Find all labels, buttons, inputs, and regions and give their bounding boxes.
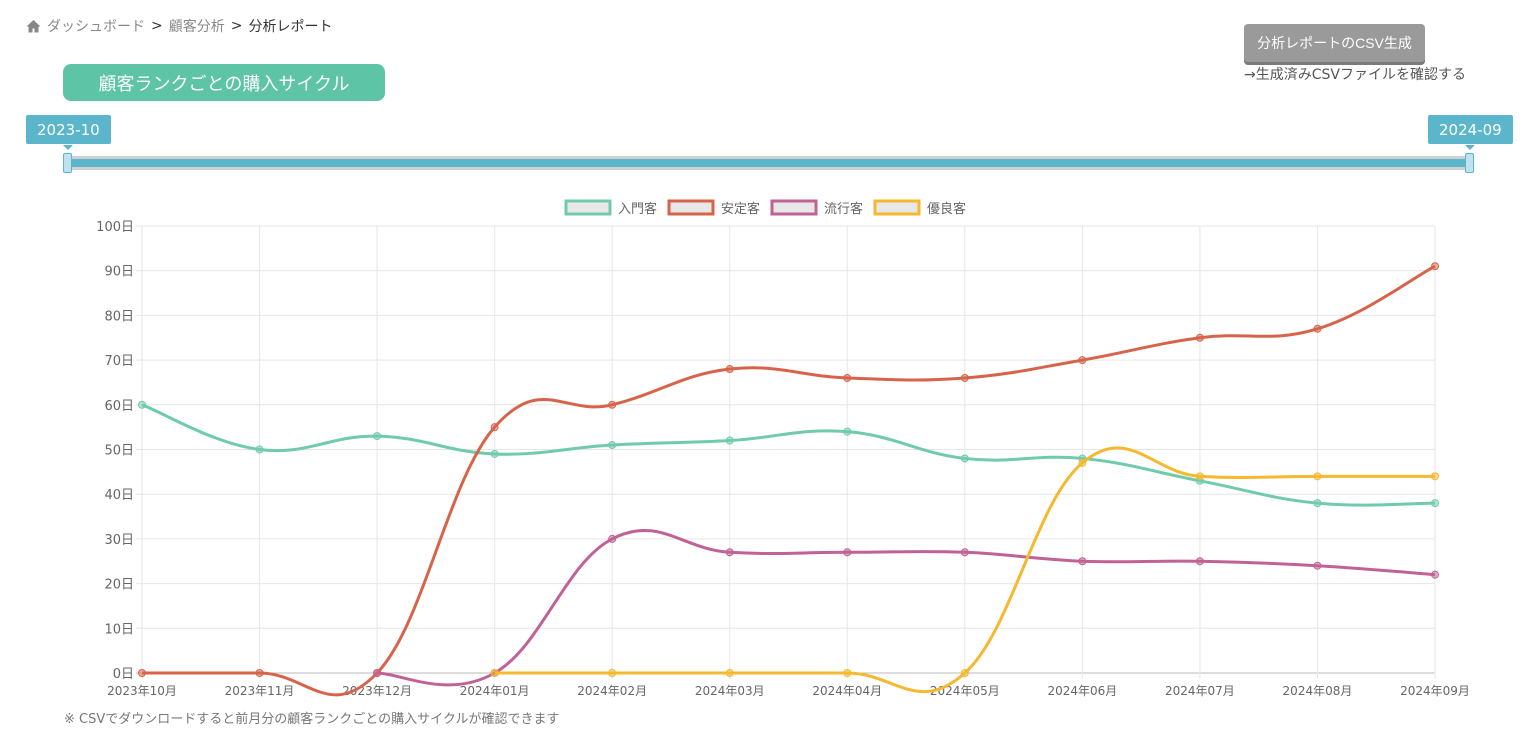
data-point [1431,499,1439,508]
range-slider[interactable] [67,156,1469,170]
y-tick-label: 0日 [113,667,134,682]
home-icon[interactable] [26,19,41,33]
breadcrumb: ダッシュボード > 顧客分析 > 分析レポート [26,16,332,36]
x-tick-label: 2023年10月 [107,684,177,698]
x-tick-label: 2024年04月 [812,684,882,698]
data-point [1313,561,1322,570]
data-point [1431,570,1439,579]
data-point [1431,262,1439,271]
data-point [1195,557,1204,566]
breadcrumb-dashboard[interactable]: ダッシュボード [47,19,145,35]
x-tick-label: 2024年08月 [1283,684,1353,698]
range-start-handle[interactable] [63,153,72,173]
series-line-安定客 [141,264,1436,697]
data-point [255,669,264,677]
legend-label: 入門客 [618,201,657,217]
legend-label: 優良客 [927,201,966,217]
y-tick-label: 70日 [104,354,134,369]
data-point [725,436,734,445]
data-point [725,548,734,557]
x-tick-label: 2024年05月 [930,684,1000,698]
breadcrumb-separator: > [230,18,243,34]
data-point [373,432,382,441]
series-line-優良客 [494,446,1435,694]
x-tick-label: 2023年11月 [225,684,295,698]
data-point [608,669,617,677]
data-point [725,365,734,374]
y-tick-label: 90日 [104,265,134,280]
legend-label: 安定客 [721,201,760,217]
data-point [960,669,969,677]
data-point [608,534,617,543]
data-point [843,669,852,677]
breadcrumb-current: 分析レポート [248,19,333,35]
x-tick-label: 2024年06月 [1047,684,1117,698]
data-point [1078,356,1087,365]
range-slider-fill [67,159,1469,167]
y-tick-label: 20日 [104,578,134,593]
data-point [490,669,499,677]
legend-swatch [667,199,715,216]
breadcrumb-customer-analysis[interactable]: 顧客分析 [168,19,225,35]
data-point [1313,472,1322,481]
series-line-流行客 [377,528,1436,687]
data-point [843,373,852,382]
line-chart: 0日 10日 20日 30日 40日 50日 60日 70日 80日 90日 100日 2023年10… [96,199,1470,698]
x-tick-label: 2024年09月 [1400,684,1470,698]
data-point [138,400,146,409]
data-point [1313,324,1322,333]
csv-note: ※ CSVでダウンロードすると前月分の顧客ランクごとの購入サイクルが確認できます [64,712,560,727]
data-point [373,669,382,677]
legend-swatch [873,199,921,216]
data-point [138,669,146,677]
range-end-handle[interactable] [1465,153,1474,173]
data-point [1195,333,1204,342]
data-point [725,669,734,677]
data-point [608,441,617,450]
y-tick-label: 60日 [104,399,134,414]
data-point [960,373,969,382]
legend-label: 流行客 [824,201,863,217]
data-point [1078,458,1087,467]
csv-files-link[interactable]: →生成済みCSVファイルを確認する [1244,67,1466,83]
csv-generate-button[interactable]: 分析レポートのCSV生成 [1244,24,1425,62]
legend-swatch [770,199,818,216]
data-point [1313,499,1322,508]
y-tick-label: 50日 [104,444,134,459]
range-end-label: 2024-09 [1428,115,1513,150]
x-tick-label: 2024年07月 [1165,684,1235,698]
series-line-入門客 [141,403,1436,507]
data-point [608,400,617,409]
data-point [490,423,499,432]
breadcrumb-separator: > [151,18,163,34]
data-point [1431,472,1439,481]
x-tick-label: 2024年03月 [695,684,765,698]
x-tick-label: 2024年02月 [577,684,647,698]
data-point [843,548,852,557]
y-tick-label: 40日 [104,488,134,503]
data-point [490,449,499,458]
y-tick-label: 80日 [104,309,134,324]
range-start-label: 2023-10 [26,115,111,150]
data-point [960,548,969,557]
data-point [255,445,264,454]
data-point [960,454,969,463]
data-point [1078,557,1087,566]
data-point [1195,472,1204,481]
y-tick-label: 10日 [104,622,134,637]
x-tick-label: 2024年01月 [460,684,530,698]
y-tick-label: 30日 [104,533,134,548]
legend-swatch [564,199,612,216]
y-tick-label: 100日 [96,220,134,235]
data-point [843,427,852,436]
page-title: 顧客ランクごとの購入サイクル [63,64,385,101]
